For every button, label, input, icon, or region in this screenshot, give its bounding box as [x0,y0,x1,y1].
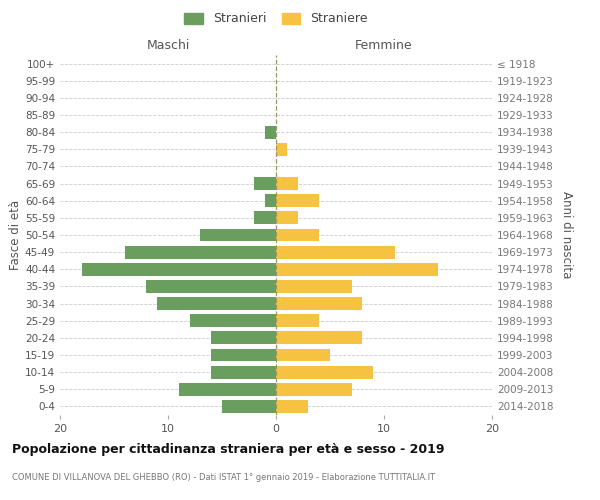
Text: Popolazione per cittadinanza straniera per età e sesso - 2019: Popolazione per cittadinanza straniera p… [12,442,445,456]
Y-axis label: Anni di nascita: Anni di nascita [560,192,573,278]
Bar [157,297,276,310]
Text: Femmine: Femmine [355,38,413,52]
Bar [254,212,276,224]
Bar [211,366,276,378]
Bar [276,143,287,156]
Bar [265,126,276,138]
Bar [254,177,276,190]
Bar [276,194,319,207]
Bar [190,314,276,327]
Bar [222,400,276,413]
Bar [276,263,438,276]
Bar [276,246,395,258]
Bar [276,400,308,413]
Bar [179,383,276,396]
Y-axis label: Fasce di età: Fasce di età [9,200,22,270]
Bar [276,314,319,327]
Bar [211,332,276,344]
Bar [276,348,330,362]
Bar [276,297,362,310]
Bar [200,228,276,241]
Bar [82,263,276,276]
Bar [146,280,276,293]
Text: COMUNE DI VILLANOVA DEL GHEBBO (RO) - Dati ISTAT 1° gennaio 2019 - Elaborazione : COMUNE DI VILLANOVA DEL GHEBBO (RO) - Da… [12,472,435,482]
Bar [276,332,362,344]
Bar [276,177,298,190]
Legend: Stranieri, Straniere: Stranieri, Straniere [181,8,371,29]
Bar [125,246,276,258]
Bar [211,348,276,362]
Bar [276,280,352,293]
Bar [276,383,352,396]
Bar [276,212,298,224]
Bar [265,194,276,207]
Bar [276,366,373,378]
Text: Maschi: Maschi [146,38,190,52]
Bar [276,228,319,241]
